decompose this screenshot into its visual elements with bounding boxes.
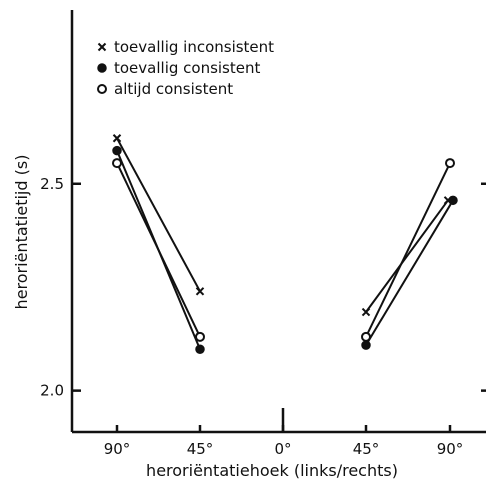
data-point-filled-circle: [112, 145, 122, 156]
data-point-open-circle: [112, 158, 122, 169]
data-point-open-circle: [445, 158, 455, 169]
y-axis-label: heroriëntatietijd (s): [12, 155, 31, 310]
legend-label: altijd consistent: [114, 80, 233, 98]
data-point-filled-circle: [361, 340, 371, 350]
x-axis-ticks: 90° 45° 0° 45° 90°: [104, 425, 464, 458]
y-tick-label: 2.5: [40, 175, 64, 193]
data-point-open-circle: [195, 331, 205, 342]
marker-stroke: [195, 287, 205, 296]
legend: toevallig inconsistent toevallig consiste…: [97, 38, 274, 98]
data-point-x: [361, 307, 371, 317]
series-line-x: [116, 137, 201, 292]
data-point-x: [195, 287, 205, 296]
x-tick-label: 0°: [274, 440, 291, 458]
y-axis-ticks: 2.0 2.5: [40, 175, 486, 400]
series-line-open-circle: [116, 162, 201, 338]
marker-stroke: [361, 307, 371, 317]
x-tick-label: 45°: [187, 440, 214, 458]
data-point-filled-circle: [448, 195, 458, 206]
series-line-x: [365, 199, 449, 313]
x-tick-label: 90°: [437, 440, 464, 458]
series-lines: [116, 137, 454, 350]
y-tick-label: 2.0: [40, 382, 64, 400]
series-line-filled-circle: [365, 199, 454, 346]
legend-label: toevallig consistent: [114, 59, 260, 77]
legend-label: toevallig inconsistent: [114, 38, 274, 56]
legend-marker-open-circle: [97, 84, 107, 94]
data-point-filled-circle: [195, 344, 205, 355]
data-point-open-circle: [361, 331, 371, 342]
legend-marker-filled-circle: [97, 63, 107, 73]
data-point-x: [112, 134, 122, 143]
x-axis-label: heroriëntatiehoek (links/rechts): [146, 461, 398, 480]
x-tick-label: 90°: [104, 440, 131, 458]
marker-stroke: [112, 134, 122, 143]
x-tick-label: 45°: [353, 440, 380, 458]
series-markers: [112, 134, 458, 355]
marker-stroke: [97, 42, 107, 52]
legend-marker-x: [97, 42, 107, 52]
series-line-open-circle: [365, 162, 451, 338]
